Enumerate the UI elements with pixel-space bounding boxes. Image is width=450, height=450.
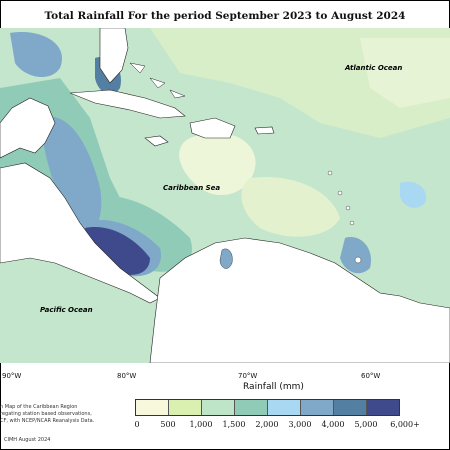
rain-zone-blue-atlantic (400, 181, 426, 208)
credit-note: CIMH August 2024 (4, 437, 51, 443)
land-hispaniola (189, 117, 236, 139)
rain-zone-blue-west (40, 116, 102, 231)
legend-color-bar (135, 399, 400, 416)
island-antilles (327, 170, 333, 176)
legend-title: Rainfall (mm) (243, 382, 304, 392)
source-note-line: CF, with NCEP/NCAR Reanalysis Data. (0, 418, 95, 424)
legend-swatch (169, 400, 202, 415)
longitude-label: 60°W (361, 372, 381, 380)
rain-zone-darkest-panama (85, 227, 150, 275)
legend-tick-label: 500 (160, 420, 176, 429)
legend-swatch (235, 400, 268, 415)
land-jamaica (144, 135, 169, 147)
land-puerto-rico (254, 126, 275, 135)
rainfall-map (0, 28, 450, 363)
longitude-label: 80°W (117, 372, 137, 380)
legend-tick-label: 1,000 (189, 420, 213, 429)
legend-swatch (334, 400, 367, 415)
rain-zone-light-central (179, 132, 256, 196)
legend-swatch (136, 400, 169, 415)
legend-tick-label: 5,000 (354, 420, 378, 429)
pacific-ocean-label: Pacific Ocean (40, 306, 93, 314)
rain-zone-lightest-atlantic (360, 38, 450, 108)
land-bahamas (129, 62, 186, 99)
longitude-label: 70°W (238, 372, 258, 380)
island-antilles (349, 220, 355, 226)
atlantic-ocean-label: Atlantic Ocean (345, 64, 403, 72)
longitude-label: 90°W (2, 372, 22, 380)
lake-maracaibo (219, 248, 233, 269)
island-antilles (337, 190, 343, 196)
legend-swatch (202, 400, 235, 415)
legend-tick-label: 0 (134, 420, 140, 429)
land-south-america (149, 237, 450, 363)
legend-tick-label: 1,500 (222, 420, 246, 429)
land-florida (99, 28, 129, 84)
source-note-line: regating station based observations, (0, 411, 92, 417)
legend-tick-label: 3,000 (288, 420, 312, 429)
caribbean-sea-label: Caribbean Sea (163, 184, 221, 192)
rain-zone-blue-north (10, 32, 62, 78)
island-antilles (345, 205, 351, 211)
map-title: Total Rainfall For the period September … (44, 10, 406, 22)
land-cuba (69, 89, 186, 119)
legend-tick-label: 2,000 (255, 420, 279, 429)
source-note-line: n Map of the Caribbean Region (0, 404, 78, 410)
legend-tick-label: 6,000+ (390, 420, 420, 429)
legend-tick-labels: 0 500 1,000 1,500 2,000 3,000 4,000 5,000 6,000+ (0, 420, 450, 432)
rain-zone-light-south (241, 177, 340, 237)
land-mexico-yucatan (0, 97, 56, 159)
legend-swatch (301, 400, 334, 415)
rain-zone-blue-east (340, 237, 371, 274)
island-trinidad (354, 256, 362, 264)
legend-swatch (367, 400, 399, 415)
legend-tick-label: 4,000 (321, 420, 345, 429)
legend-swatch (268, 400, 301, 415)
